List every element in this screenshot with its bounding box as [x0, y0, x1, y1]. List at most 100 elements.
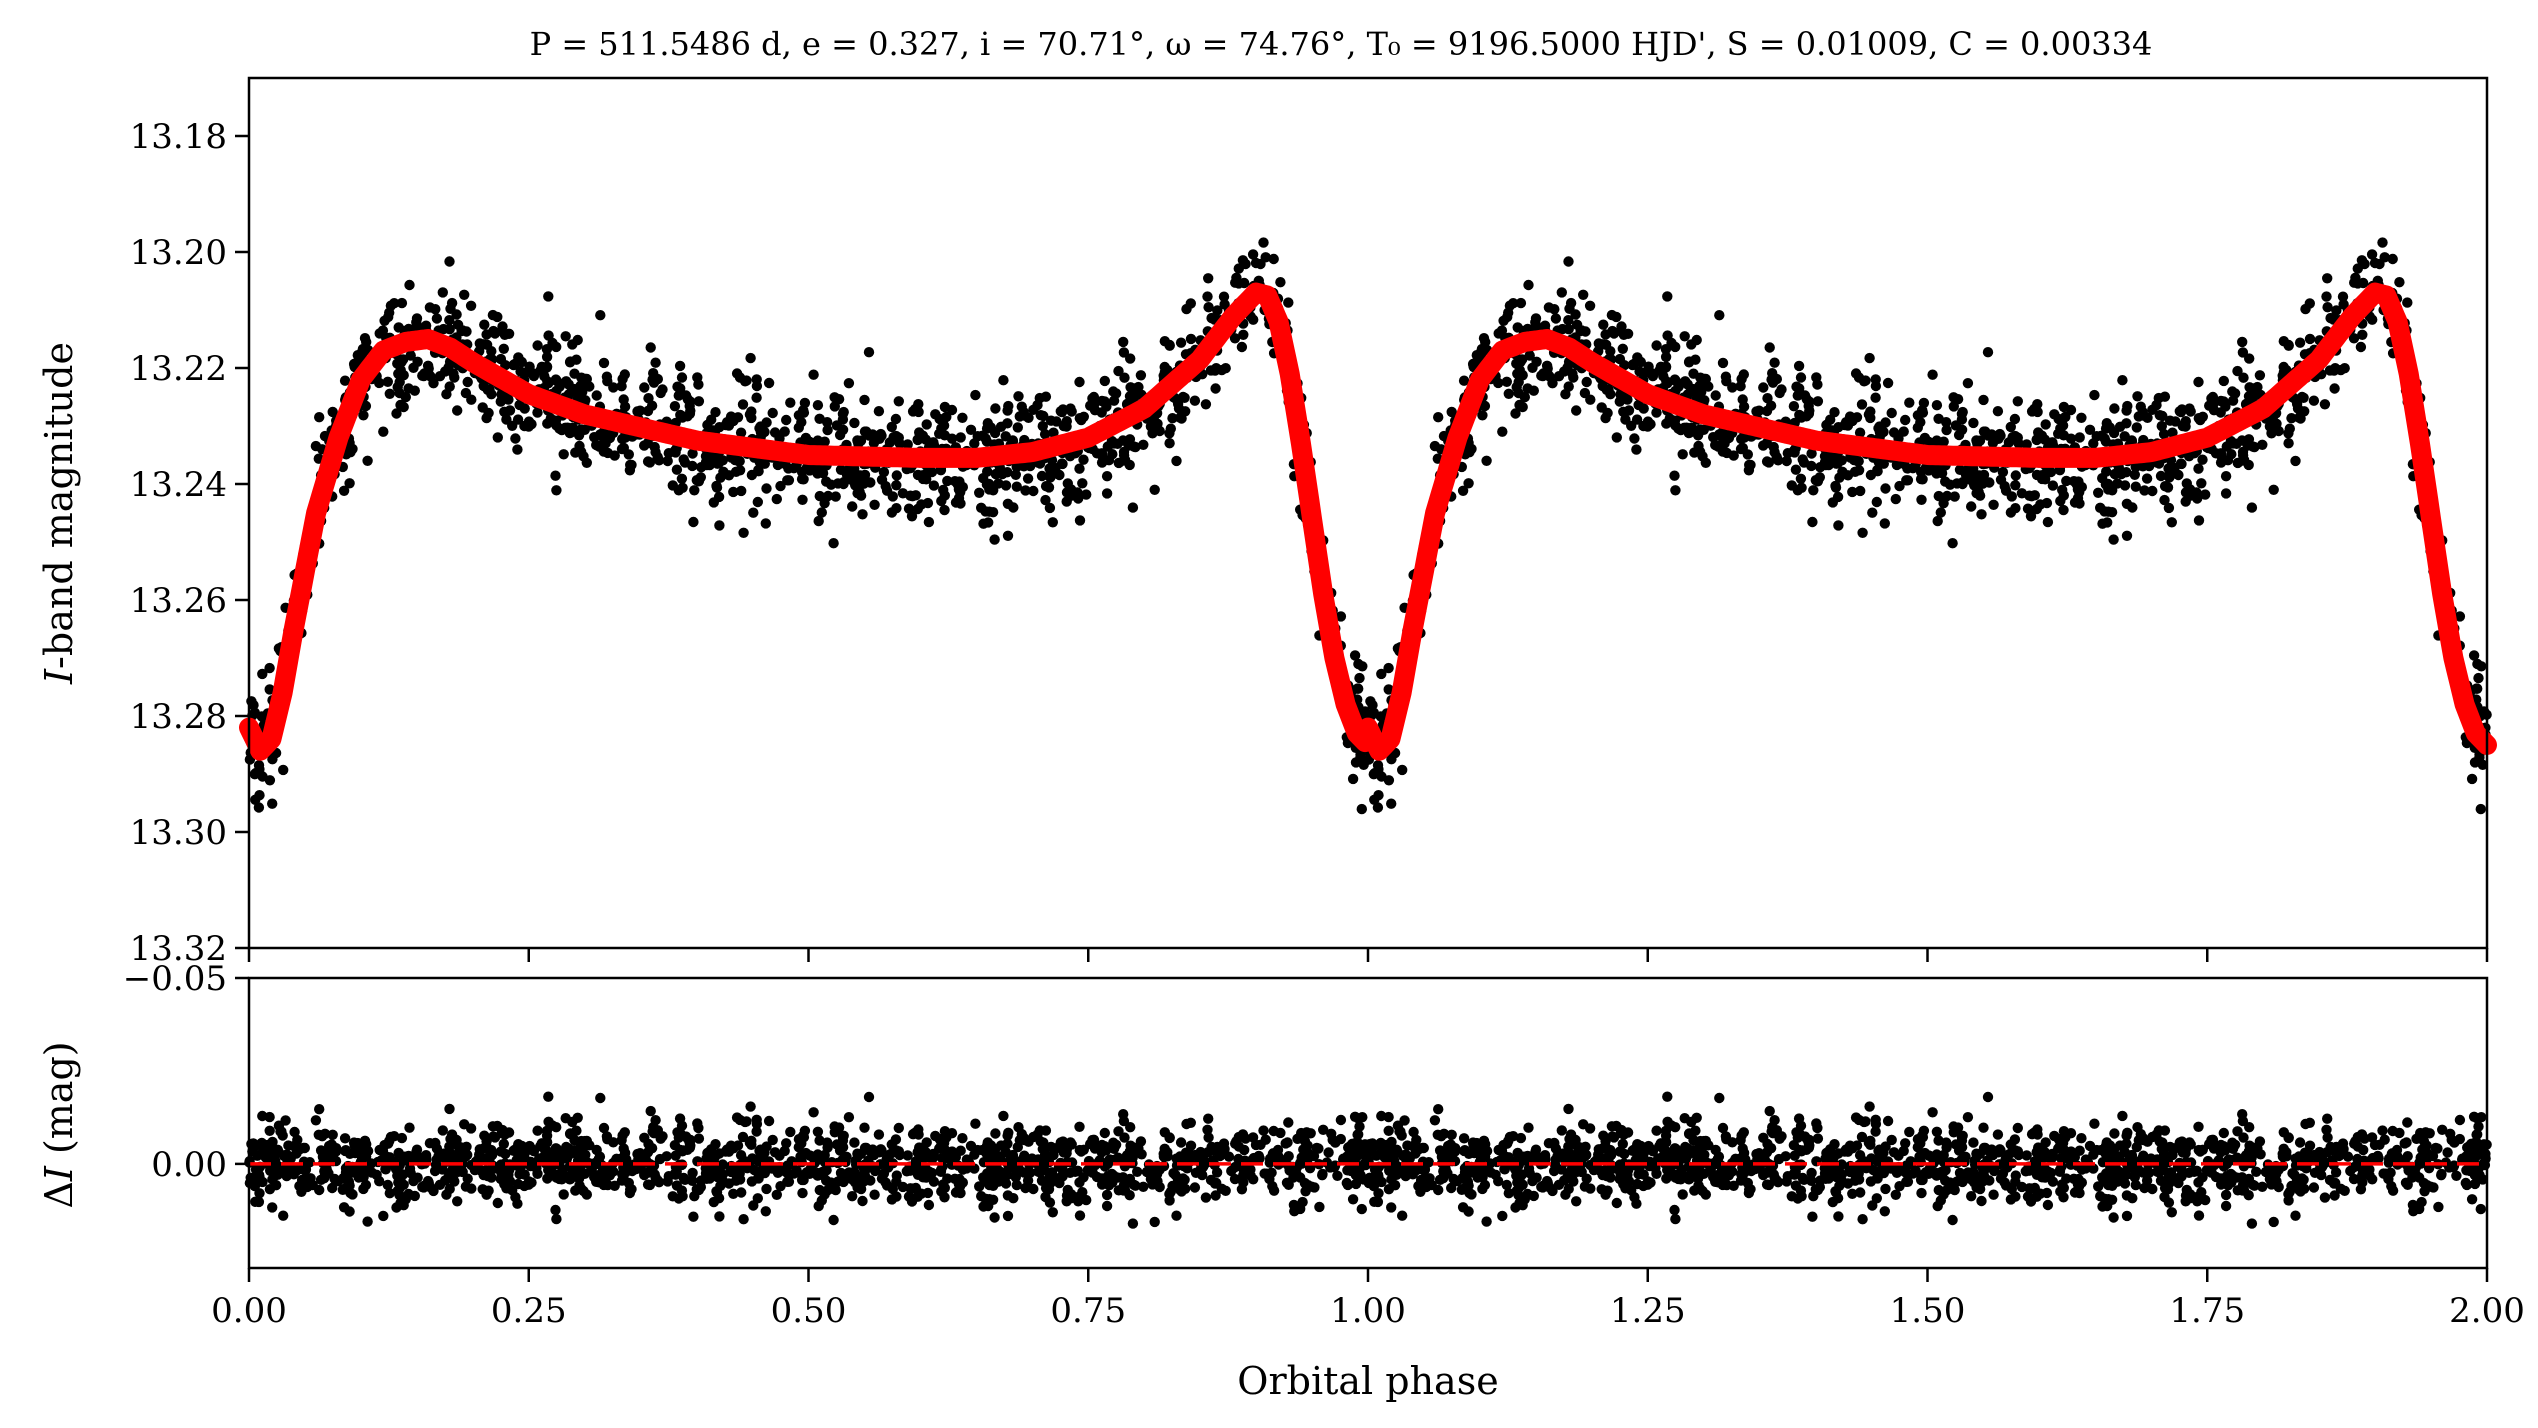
residual-point — [2418, 1135, 2430, 1147]
observation-point — [1788, 401, 1800, 412]
observation-point — [1827, 453, 1838, 464]
residual-point — [2057, 1179, 2068, 1190]
observation-point — [2013, 438, 2024, 449]
residual-point — [2420, 1127, 2431, 1138]
observation-point — [625, 459, 636, 471]
observation-point — [444, 324, 455, 335]
observation-point — [965, 424, 977, 435]
residual-point — [1882, 1115, 1894, 1127]
observation-point — [1900, 414, 1911, 426]
observation-point — [1769, 357, 1780, 368]
y-tick-label: 13.30 — [130, 813, 227, 853]
residual-point — [1332, 1170, 1343, 1182]
observation-point — [2076, 412, 2087, 423]
observation-point — [2122, 400, 2133, 412]
observation-point — [2132, 391, 2143, 402]
observation-point — [581, 457, 592, 468]
observation-point — [1185, 333, 1197, 345]
observation-point — [1275, 277, 1286, 288]
observation-point — [817, 468, 829, 479]
residual-point — [1149, 1216, 1160, 1228]
residual-point — [644, 1179, 656, 1191]
observation-point — [1927, 369, 1938, 380]
observation-point — [674, 360, 686, 372]
observation-point — [1933, 413, 1944, 424]
observation-point — [1229, 333, 1241, 344]
observation-point — [714, 520, 725, 531]
observation-point — [394, 387, 405, 399]
residual-point — [1408, 1126, 1419, 1138]
observation-point — [1556, 287, 1568, 298]
observation-point — [1710, 439, 1721, 451]
residual-point — [849, 1137, 860, 1148]
observation-point — [512, 444, 523, 455]
residual-point — [2268, 1216, 2279, 1228]
residual-point — [676, 1120, 688, 1131]
residual-point — [441, 1189, 452, 1200]
observation-point — [1025, 460, 1036, 472]
residual-point — [437, 1125, 448, 1136]
residual-point — [985, 1140, 997, 1151]
observation-point — [1795, 372, 1807, 383]
residual-point — [893, 1122, 904, 1134]
observation-point — [1953, 429, 1965, 441]
observation-point — [419, 368, 430, 379]
observation-point — [2119, 431, 2130, 442]
observation-point — [667, 480, 678, 491]
residual-point — [2480, 1153, 2491, 1165]
residual-point — [710, 1139, 721, 1150]
observation-point — [465, 300, 477, 311]
observation-point — [1662, 378, 1673, 389]
observation-point — [1003, 400, 1014, 412]
residual-point — [935, 1166, 947, 1178]
observation-point — [1181, 303, 1192, 315]
observation-point — [653, 455, 665, 466]
residual-point — [384, 1188, 395, 1199]
observation-point — [2322, 273, 2333, 284]
observation-point — [1717, 357, 1729, 369]
residual-point — [1433, 1104, 1444, 1115]
observation-point — [695, 472, 706, 483]
residual-point — [1240, 1133, 1251, 1144]
observation-point — [1119, 372, 1130, 383]
residual-point — [761, 1183, 772, 1195]
observation-point — [430, 304, 441, 315]
observation-point — [863, 347, 875, 358]
residual-point — [2314, 1146, 2325, 1158]
observation-point — [2010, 470, 2022, 481]
observation-point — [736, 485, 747, 497]
observation-point — [2102, 478, 2114, 490]
residual-point — [632, 1148, 643, 1160]
observation-point — [2197, 454, 2208, 465]
observation-point — [2359, 258, 2370, 270]
observation-point — [1807, 516, 1818, 528]
residual-point — [1982, 1091, 1994, 1103]
observation-point — [396, 297, 408, 309]
observation-point — [1880, 417, 1891, 428]
observation-point — [398, 401, 409, 413]
y-tick-label: 13.18 — [130, 117, 227, 157]
residual-point — [1101, 1200, 1113, 1212]
observation-point — [2227, 438, 2238, 449]
observation-point — [1040, 391, 1052, 402]
observation-point — [1761, 405, 1773, 417]
observation-point — [2298, 392, 2309, 403]
observation-point — [1600, 329, 1611, 340]
observation-point — [551, 420, 562, 431]
residual-point — [278, 1210, 289, 1221]
observation-point — [902, 439, 913, 450]
observation-point — [461, 326, 472, 337]
residual-point — [396, 1132, 408, 1144]
observation-point — [711, 482, 723, 493]
observation-point — [608, 382, 619, 393]
observation-point — [1559, 366, 1570, 377]
observation-point — [1603, 384, 1614, 395]
observation-point — [785, 397, 796, 408]
observation-point — [1571, 405, 1582, 416]
observation-point — [1179, 392, 1190, 403]
observation-point — [2238, 454, 2250, 466]
residual-point — [550, 1204, 561, 1216]
observation-point — [1978, 394, 1989, 406]
observation-point — [2226, 449, 2237, 460]
residual-point — [873, 1129, 885, 1140]
